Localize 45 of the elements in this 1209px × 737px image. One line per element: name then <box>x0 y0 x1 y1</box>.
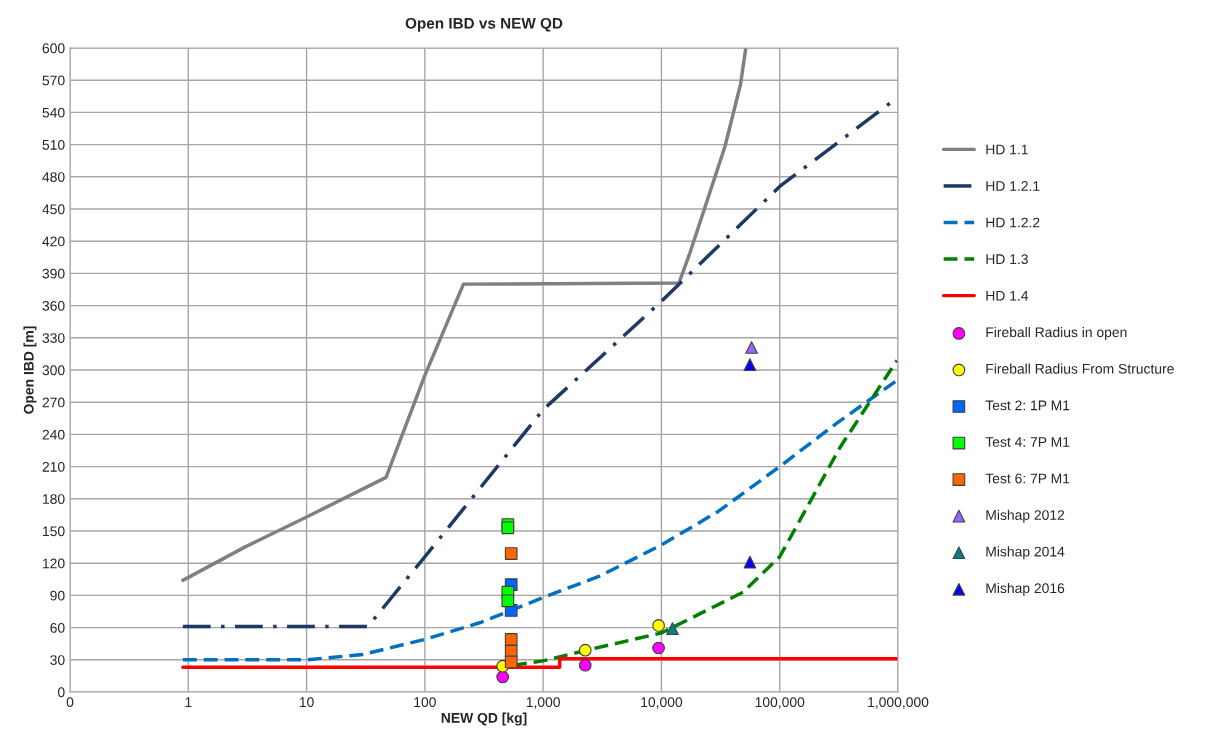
legend-label: Test 4: 7P M1 <box>985 437 1070 447</box>
legend-label: Mishap 2012 <box>986 509 1065 523</box>
legend-label: HD 1.2.1 <box>986 181 1040 191</box>
legend-label: Fireball Radius in open <box>986 326 1127 340</box>
y-tick-label: 570 <box>42 75 65 86</box>
x-tick-label: 10 <box>299 697 314 708</box>
x-tick-label: 1 <box>185 697 192 707</box>
y-tick-label: 90 <box>50 590 65 601</box>
y-axis-title: Open IBD [m] <box>23 326 37 414</box>
y-tick-label: 330 <box>42 333 65 343</box>
x-tick-label: 10,000 <box>641 697 683 709</box>
legend-label: Test 2: 1P M1 <box>985 400 1070 411</box>
chart-title: Open IBD vs NEW QD <box>405 17 563 32</box>
y-tick-label: 180 <box>43 494 65 504</box>
y-tick-label: 480 <box>42 172 65 182</box>
y-tick-label: 420 <box>42 236 65 247</box>
legend-label: HD 1.4 <box>986 290 1029 301</box>
y-tick-label: 60 <box>50 622 65 633</box>
x-tick-label: 100,000 <box>755 697 805 709</box>
y-tick-label: 360 <box>42 300 65 311</box>
y-tick-label: 210 <box>42 461 65 472</box>
y-tick-label: 390 <box>42 268 65 279</box>
y-tick-label: 240 <box>42 429 65 440</box>
y-tick-label: 150 <box>43 526 65 537</box>
legend-label: Mishap 2016 <box>986 582 1065 596</box>
y-tick-label: 450 <box>42 204 65 215</box>
legend-label: HD 1.3 <box>986 254 1028 265</box>
legend-label: HD 1.2.2 <box>986 217 1040 228</box>
y-tick-label: 30 <box>50 655 65 665</box>
y-tick-label: 0 <box>57 687 65 698</box>
x-tick-label: 100 <box>414 697 436 708</box>
y-tick-label: 540 <box>42 107 65 118</box>
x-axis-title: NEW QD [kg] <box>441 712 527 726</box>
x-tick-label: 0 <box>66 697 74 708</box>
legend-label: HD 1.1 <box>986 144 1028 155</box>
y-tick-label: 510 <box>42 139 65 150</box>
x-tick-label: 1,000,000 <box>868 697 929 709</box>
legend-label: Mishap 2014 <box>986 546 1065 560</box>
legend-label: Test 6: 7P M1 <box>985 473 1070 484</box>
x-tick-label: 1,000 <box>526 697 560 709</box>
y-tick-label: 600 <box>42 43 65 54</box>
y-tick-label: 300 <box>42 365 65 376</box>
y-tick-label: 120 <box>43 558 65 569</box>
y-tick-label: 270 <box>42 397 65 408</box>
legend-label: Fireball Radius From Structure <box>986 363 1174 374</box>
